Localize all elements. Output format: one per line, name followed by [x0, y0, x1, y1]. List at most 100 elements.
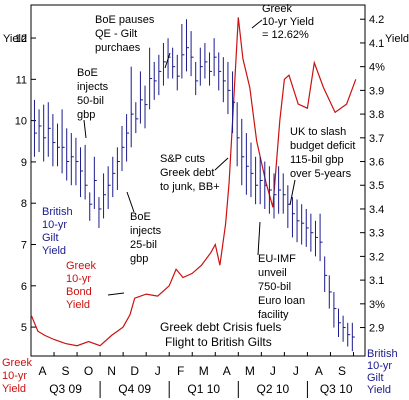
- gilt-hlc-bar: [324, 256, 328, 292]
- gilt-hlc-bar: [268, 166, 272, 214]
- gilt-hlc-bar: [333, 291, 337, 328]
- gilt-hlc-bar: [135, 102, 139, 134]
- annotation-line: Greek debt: [160, 167, 214, 179]
- month-label: F: [177, 364, 184, 378]
- gilt-hlc-bar: [84, 144, 88, 200]
- gilt-hlc-bar: [199, 47, 203, 86]
- gilt-hlc-bar: [245, 133, 249, 195]
- gilt-hlc-bar: [301, 204, 305, 245]
- annotation-line: unveil: [258, 267, 287, 279]
- annotation-boe-injects-50: BoE injects 50-bil gbp: [77, 67, 109, 121]
- bottom-left-label-line: Yield: [2, 383, 26, 395]
- gilt-hlc-bar: [52, 114, 56, 167]
- gilt-hlc-bar: [126, 114, 130, 162]
- annotation-eu-imf: EU-IMF unveil 750-bil Euro loan facility: [258, 253, 305, 321]
- right-tick-label: 3.9: [369, 85, 384, 97]
- month-label: O: [84, 364, 93, 378]
- bottom-right-label-line: 10-yr: [367, 360, 392, 372]
- month-label: M: [245, 364, 255, 378]
- pointer-sp-cuts: [214, 157, 229, 171]
- gilt-hlc-bar: [112, 156, 116, 198]
- annotation-line: 10-yr: [66, 273, 91, 285]
- gilt-hlc-bar: [310, 213, 314, 252]
- greek-yield-line: [30, 17, 357, 347]
- gilt-hlc-bar: [259, 156, 263, 205]
- quarter-label: Q2 10: [257, 382, 290, 396]
- month-label: A: [39, 364, 47, 378]
- bottom-right-label-line: British: [367, 348, 398, 360]
- annotation-greek-yield-peak: Greek 10-yr Yield = 12.62%: [262, 3, 314, 41]
- annotation-greek-bond: Greek 10-yr Bond Yield: [66, 260, 96, 311]
- annotation-line: EU-IMF: [258, 253, 296, 265]
- gilt-hlc-bar: [319, 213, 323, 262]
- gilt-hlc-bar: [149, 47, 153, 110]
- annotation-line: Greek: [66, 260, 96, 272]
- gilt-hlc-bar: [66, 128, 70, 181]
- pointer-boe-pauses: [164, 52, 171, 69]
- gilt-hlc-bar: [89, 192, 93, 221]
- gilt-hlc-bar: [347, 322, 351, 347]
- gilt-hlc-bar: [98, 197, 102, 228]
- annotation-line: 750-bil: [258, 281, 291, 293]
- right-tick-label: 3.6: [369, 157, 384, 169]
- gilt-hlc-bar: [103, 173, 107, 219]
- gilt-hlc-bar: [185, 19, 189, 72]
- pointer-boe-50: [83, 119, 87, 139]
- gilt-hlc-bar: [342, 315, 346, 342]
- gilt-hlc-bar: [232, 71, 236, 134]
- annotation-line: gbp: [77, 109, 95, 121]
- gilt-hlc-bar: [158, 54, 162, 96]
- gilt-hlc-bar: [181, 23, 185, 79]
- annotation-line: BoE pauses: [95, 14, 155, 26]
- gilt-hlc-bar: [264, 161, 268, 209]
- gilt-hlc-bar: [241, 118, 245, 186]
- annotation-line: budget deficit: [290, 140, 355, 152]
- right-tick-label: 3%: [369, 299, 385, 311]
- quarter-label: Q4 09: [118, 382, 151, 396]
- gilt-hlc-bar: [80, 147, 84, 198]
- annotation-line: Yield: [42, 245, 66, 257]
- gilt-hlc-bar: [75, 137, 79, 186]
- annotation-line: 25-bil: [130, 239, 157, 251]
- annotation-boe-injects-25: BoE injects 25-bil gbp: [130, 211, 162, 265]
- right-tick-label: 3.1: [369, 275, 384, 287]
- annotation-line: UK to slash: [290, 126, 346, 138]
- gilt-hlc-bar: [70, 133, 74, 186]
- annotation-sp-cuts: S&P cuts Greek debt to junk, BB+: [160, 153, 220, 193]
- annotation-line: 115-bil gbp: [290, 154, 344, 166]
- gilt-hlc-bar: [107, 166, 111, 209]
- annotation-line: S&P cuts: [160, 153, 206, 165]
- quarter-labels: Q3 09 Q4 09 Q1 10 Q2 10 Q3 10: [49, 381, 353, 398]
- bottom-left-label: Greek 10-yr Yield: [2, 357, 32, 395]
- annotation-line: British: [42, 206, 73, 218]
- right-tick-label: 3.3: [369, 228, 384, 240]
- annotation-flight-to-gilts: Greek debt Crisis fuels Flight to Britis…: [160, 320, 281, 349]
- month-label: J: [270, 364, 276, 378]
- gilt-hlc-bar: [227, 61, 231, 115]
- gilt-hlc-bar: [61, 109, 65, 174]
- gilt-hlc-bar: [236, 102, 240, 167]
- pointer-greek-bond: [107, 292, 125, 296]
- annotation-line: Flight to British Gilts: [165, 335, 272, 349]
- month-label: M: [199, 364, 209, 378]
- gilt-hlc-bar: [314, 220, 318, 257]
- month-label: J: [293, 364, 299, 378]
- right-tick-label: 2.9: [369, 323, 384, 335]
- right-tick-label: 4.2: [369, 14, 384, 26]
- annotation-line: Gilt: [42, 232, 59, 244]
- gilt-hlc-bar: [172, 47, 176, 79]
- month-label: S: [338, 364, 346, 378]
- greek-yield-series: [30, 17, 357, 347]
- gilt-hlc-bar: [218, 52, 222, 91]
- bottom-left-label-line: Greek: [2, 357, 32, 369]
- gilt-hlc-bar: [176, 54, 180, 91]
- gilt-hlc-bar: [130, 66, 134, 148]
- right-tick-label: 4.1: [369, 38, 384, 50]
- left-tick-label: 5: [21, 322, 27, 334]
- quarter-label: Q3 10: [320, 382, 353, 396]
- annotation-boe-pauses: BoE pauses QE - Gilt purchaes: [95, 14, 155, 54]
- gilt-hlc-bar: [209, 52, 213, 86]
- annotation-line: facility: [258, 309, 289, 321]
- pointer-uk-budget: [289, 179, 296, 206]
